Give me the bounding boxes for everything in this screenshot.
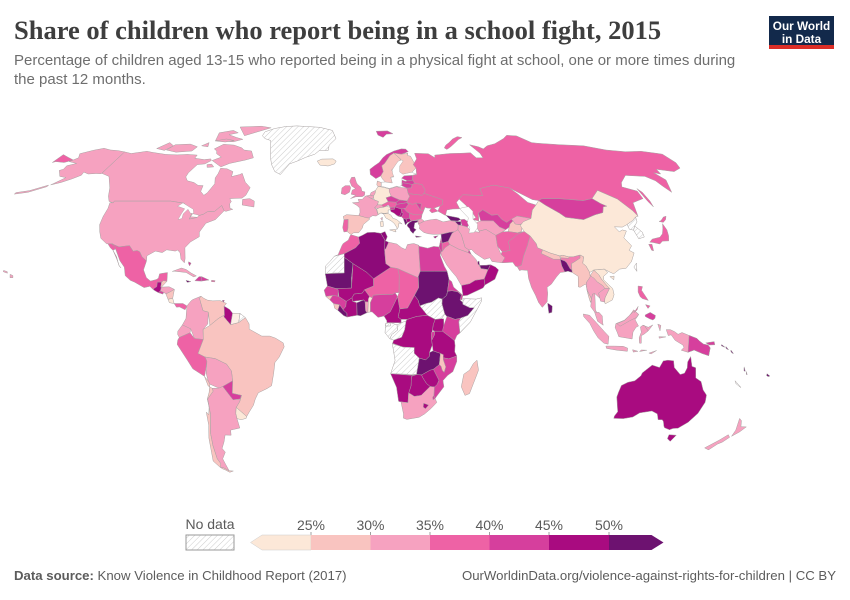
- svg-text:50%: 50%: [595, 517, 623, 533]
- svg-text:30%: 30%: [356, 517, 384, 533]
- svg-text:45%: 45%: [535, 517, 563, 533]
- svg-text:25%: 25%: [297, 517, 325, 533]
- svg-text:40%: 40%: [475, 517, 503, 533]
- svg-text:35%: 35%: [416, 517, 444, 533]
- svg-text:No data: No data: [185, 516, 234, 532]
